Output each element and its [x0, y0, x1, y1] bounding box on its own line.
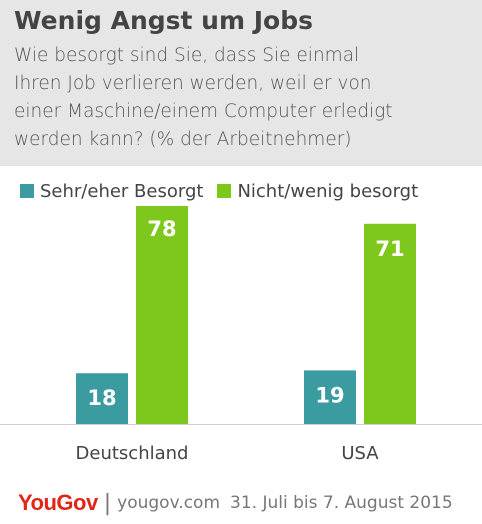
data-label-usa-series-1: 71: [375, 237, 404, 261]
x-tick-label-usa: USA: [341, 443, 379, 464]
subtitle-line: werden kann? (% der Arbeitnehmer): [14, 129, 352, 150]
legend-swatch-not-concerned: [217, 184, 232, 198]
brand-logo: YouGov: [18, 490, 98, 515]
header: Wenig Angst um Jobs Wie besorgt sind Sie…: [0, 0, 482, 166]
footer-separator: |: [103, 490, 112, 516]
data-label-usa-series-0: 19: [315, 383, 344, 407]
legend-swatch-concerned: [20, 184, 34, 198]
legend-label-not-concerned: Nicht/wenig besorgt: [237, 180, 419, 202]
chart-title: Wenig Angst um Jobs: [14, 6, 313, 35]
legend-label-concerned: Sehr/eher Besorgt: [40, 180, 204, 202]
legend-item-concerned: Sehr/eher Besorgt: [20, 181, 203, 202]
bar-chart: 18 78 Deutschland 19 71 USA: [0, 206, 482, 464]
subtitle-line: Wie besorgt sind Sie, dass Sie einmal: [14, 45, 360, 66]
footer-url: yougov.com: [117, 493, 221, 513]
chart-subtitle: Wie besorgt sind Sie, dass Sie einmal Ih…: [14, 42, 476, 154]
data-label-deutschland-series-1: 78: [147, 217, 176, 241]
x-tick-label-deutschland: Deutschland: [76, 443, 189, 464]
bar-deutschland-series-0: [76, 373, 128, 424]
bar-usa-series-0: [304, 370, 356, 424]
bar-usa-series-1: [364, 223, 416, 424]
data-label-deutschland-series-0: 18: [87, 386, 116, 410]
subtitle-line: einer Maschine/einem Computer erledigt: [14, 101, 393, 122]
legend-item-not-concerned: Nicht/wenig besorgt: [217, 181, 418, 202]
legend: Sehr/eher Besorgt Nicht/wenig besorgt: [20, 178, 432, 204]
subtitle-line: Ihren Job verlieren werden, weil er von: [14, 73, 372, 94]
bar-deutschland-series-1: [136, 206, 188, 424]
footer: YouGov | yougov.com 31. Juli bis 7. Augu…: [18, 490, 453, 516]
footer-date: 31. Juli bis 7. August 2015: [230, 493, 453, 513]
